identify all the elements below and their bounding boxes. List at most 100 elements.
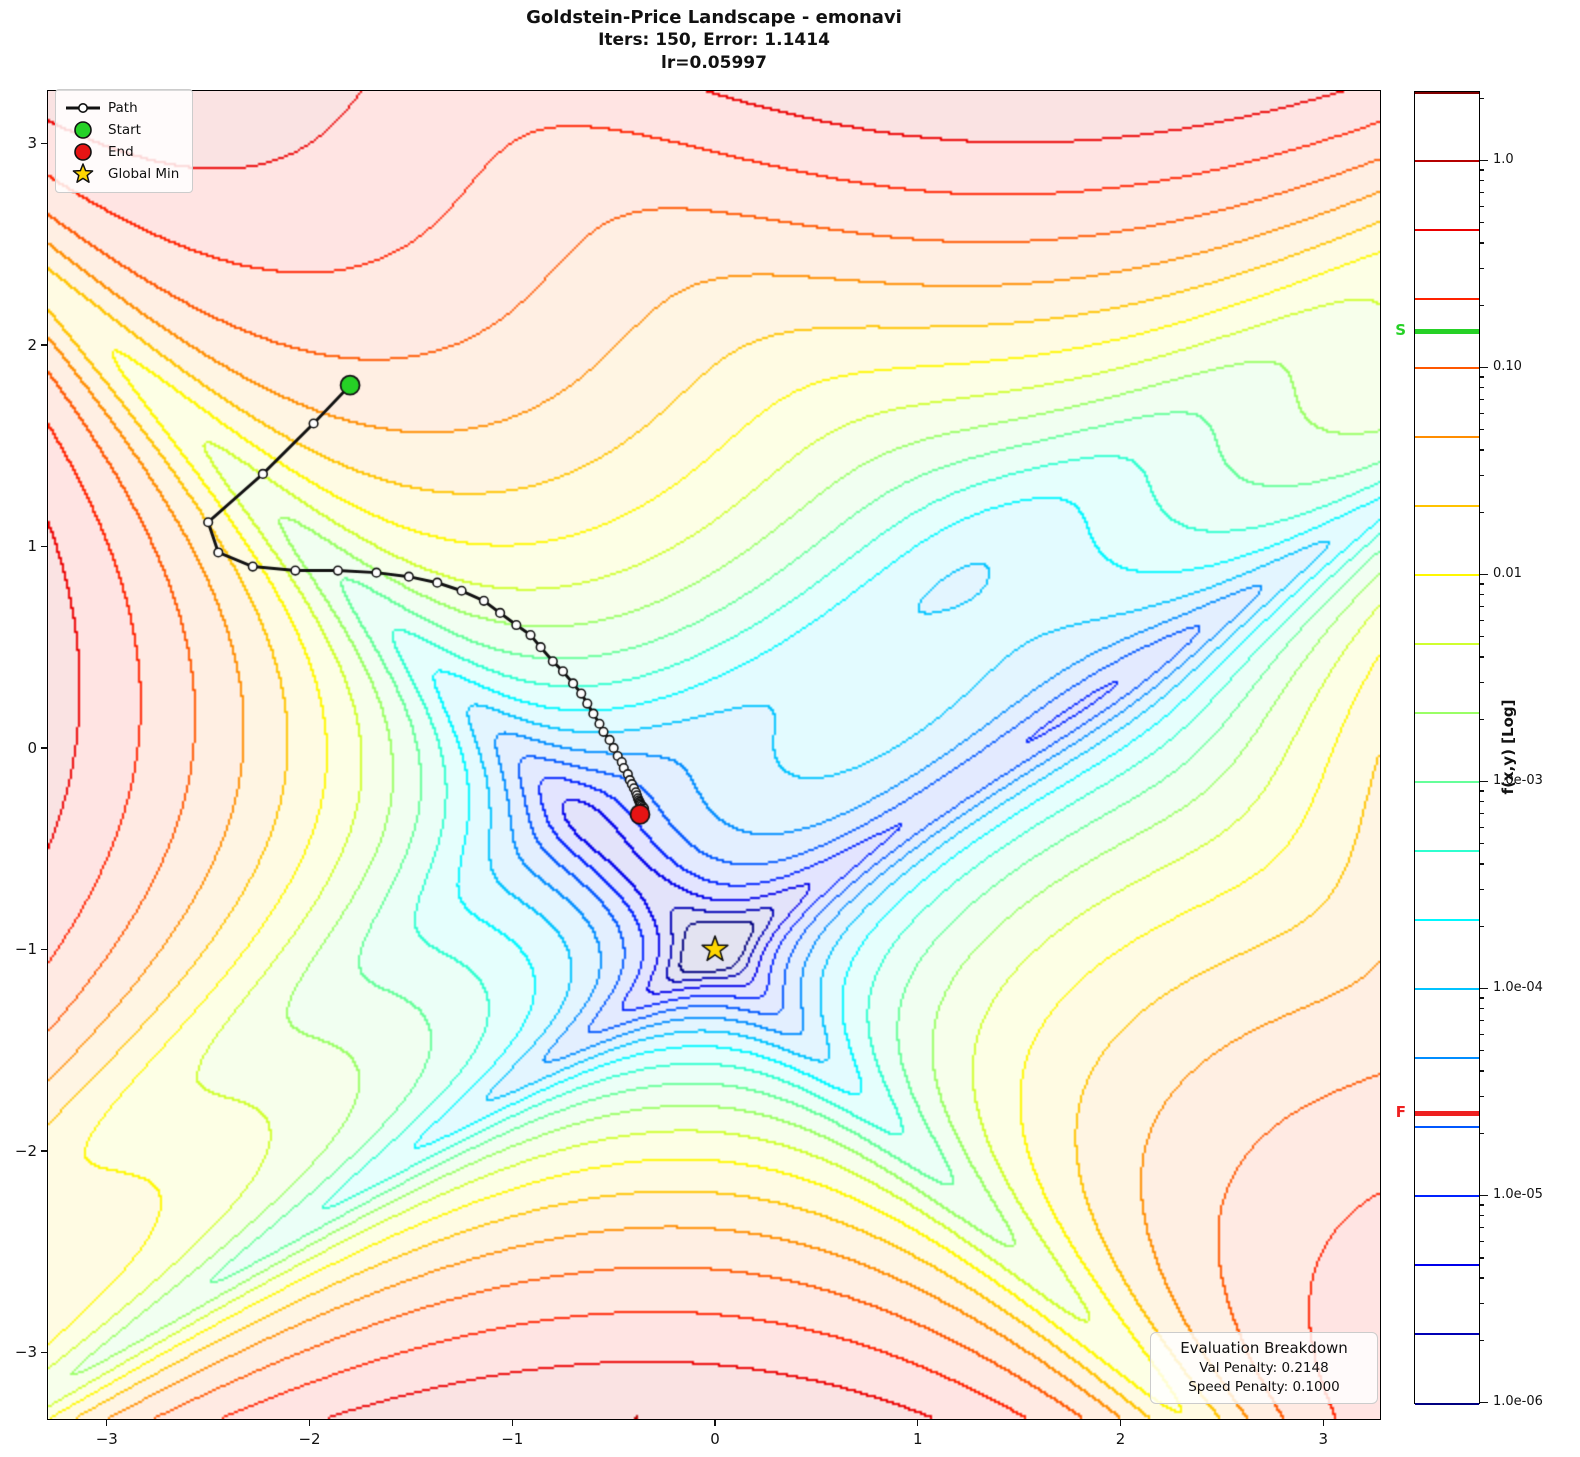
- x-tick-label: 0: [710, 1430, 720, 1448]
- colorbar-minor-tick: [1480, 1008, 1484, 1010]
- colorbar-minor-tick: [1480, 1070, 1484, 1072]
- colorbar-major-tick: [1480, 366, 1488, 369]
- colorbar-minor-tick: [1480, 1096, 1484, 1098]
- colorbar-minor-tick: [1480, 925, 1484, 927]
- colorbar-tick-label: 0.10: [1493, 358, 1522, 374]
- colorbar-minor-tick: [1480, 376, 1484, 378]
- colorbar-level-line: [1415, 850, 1479, 853]
- colorbar-minor-tick: [1480, 1050, 1484, 1052]
- colorbar-minor-tick: [1480, 682, 1484, 684]
- colorbar-end-marker-label: F: [1395, 1102, 1406, 1121]
- colorbar-level-line: [1415, 1264, 1479, 1267]
- colorbar-start-line: [1415, 329, 1479, 335]
- colorbar-minor-tick: [1480, 1240, 1484, 1243]
- chart-title-line1: Goldstein-Price Landscape - emonavi: [526, 7, 902, 28]
- y-tick-label: −1: [14, 940, 37, 959]
- y-tick-label: 3: [27, 134, 37, 153]
- colorbar-minor-tick: [1480, 656, 1484, 658]
- colorbar-tick-label: 1.0: [1493, 151, 1514, 167]
- chart-title: Goldstein-Price Landscape - emonavi Iter…: [48, 6, 1380, 75]
- y-tick: [41, 1150, 48, 1152]
- y-tick: [41, 948, 48, 951]
- colorbar-minor-tick: [1480, 801, 1484, 803]
- x-tick-label: 3: [1318, 1430, 1328, 1448]
- colorbar-minor-tick: [1480, 429, 1484, 431]
- colorbar-level-line: [1415, 781, 1479, 784]
- colorbar-tick-label: 1.0e-06: [1493, 1394, 1543, 1409]
- colorbar-major-tick: [1480, 573, 1488, 576]
- colorbar-major-tick: [1480, 780, 1488, 783]
- colorbar-minor-tick: [1480, 1033, 1484, 1036]
- y-tick: [41, 142, 48, 145]
- y-tick: [41, 344, 48, 346]
- x-tick: [1119, 1419, 1122, 1426]
- chart-title-line2: Iters: 150, Error: 1.1414: [598, 30, 830, 50]
- colorbar-tick-label: 1.0e-04: [1493, 979, 1543, 995]
- colorbar-tick-label: 1.0e-05: [1493, 1186, 1543, 1202]
- colorbar-level-line: [1415, 505, 1479, 508]
- colorbar-minor-tick: [1480, 583, 1484, 585]
- colorbar-minor-tick: [1480, 1227, 1484, 1229]
- colorbar-minor-tick: [1480, 1277, 1484, 1279]
- colorbar-major-tick: [1480, 1194, 1488, 1197]
- colorbar-minor-tick: [1480, 790, 1484, 792]
- colorbar-level-line: [1415, 160, 1479, 163]
- x-tick-label: 2: [1115, 1430, 1126, 1448]
- x-tick: [714, 1419, 716, 1426]
- colorbar-major-tick: [1480, 159, 1488, 162]
- legend-label-path: Path: [108, 100, 138, 116]
- colorbar-minor-tick: [1480, 1020, 1484, 1022]
- legend-label-end: End: [108, 144, 134, 160]
- colorbar-level-line: [1415, 367, 1479, 370]
- colorbar-level-line: [1415, 1333, 1479, 1336]
- colorbar-minor-tick: [1480, 1339, 1484, 1341]
- x-tick-label: 1: [912, 1430, 923, 1448]
- colorbar-minor-tick: [1480, 511, 1484, 513]
- colorbar-minor-tick: [1480, 843, 1484, 845]
- colorbar-level-line: [1415, 1195, 1479, 1198]
- legend-item-end: End: [64, 141, 184, 163]
- x-tick: [511, 1419, 513, 1426]
- colorbar-minor-tick: [1480, 222, 1484, 224]
- colorbar-minor-tick: [1480, 1303, 1484, 1305]
- legend-label-global-min: Global Min: [108, 166, 180, 182]
- colorbar-minor-tick: [1480, 606, 1484, 608]
- colorbar-major-tick: [1480, 987, 1488, 990]
- colorbar-tick-label: 1.0e-03: [1493, 772, 1543, 788]
- legend-label-start: Start: [108, 122, 141, 138]
- colorbar-minor-tick: [1480, 594, 1484, 596]
- x-tick: [1322, 1419, 1324, 1426]
- legend: Path Start End Global Min: [55, 89, 193, 193]
- colorbar-level-line: [1415, 919, 1479, 922]
- evaluation-breakdown-title: Evaluation Breakdown: [1180, 1339, 1348, 1357]
- colorbar-minor-tick: [1480, 242, 1484, 244]
- colorbar-level-line: [1415, 436, 1479, 439]
- y-tick: [41, 1351, 48, 1354]
- colorbar-tick-label: 0.01: [1493, 565, 1522, 581]
- legend-item-global-min: Global Min: [64, 163, 184, 185]
- x-tick-label: −2: [298, 1430, 321, 1448]
- colorbar-minor-tick: [1480, 412, 1484, 415]
- colorbar-minor-tick: [1480, 268, 1484, 270]
- colorbar-minor-tick: [1480, 387, 1484, 389]
- y-tick-label: 0: [27, 738, 37, 757]
- y-tick-label: −3: [14, 1343, 37, 1362]
- colorbar-minor-tick: [1480, 718, 1484, 720]
- colorbar-level-line: [1415, 574, 1479, 577]
- val-penalty-text: Val Penalty: 0.2148: [1199, 1360, 1329, 1376]
- chart-title-line3: lr=0.05997: [661, 53, 767, 73]
- speed-penalty-text: Speed Penalty: 0.1000: [1188, 1379, 1340, 1395]
- evaluation-breakdown-box: Evaluation Breakdown Val Penalty: 0.2148…: [1150, 1332, 1378, 1404]
- colorbar-end-line: [1415, 1111, 1479, 1117]
- path-line-icon: [64, 101, 102, 115]
- colorbar-start-marker-label: S: [1395, 320, 1406, 339]
- colorbar-minor-tick: [1480, 636, 1484, 638]
- colorbar-minor-tick: [1480, 205, 1484, 208]
- colorbar-minor-tick: [1480, 304, 1484, 306]
- colorbar-minor-tick: [1480, 399, 1484, 401]
- colorbar-level-line: [1415, 1402, 1479, 1405]
- colorbar-minor-tick: [1480, 813, 1484, 815]
- colorbar-minor-tick: [1480, 1215, 1484, 1217]
- colorbar-level-line: [1415, 298, 1479, 301]
